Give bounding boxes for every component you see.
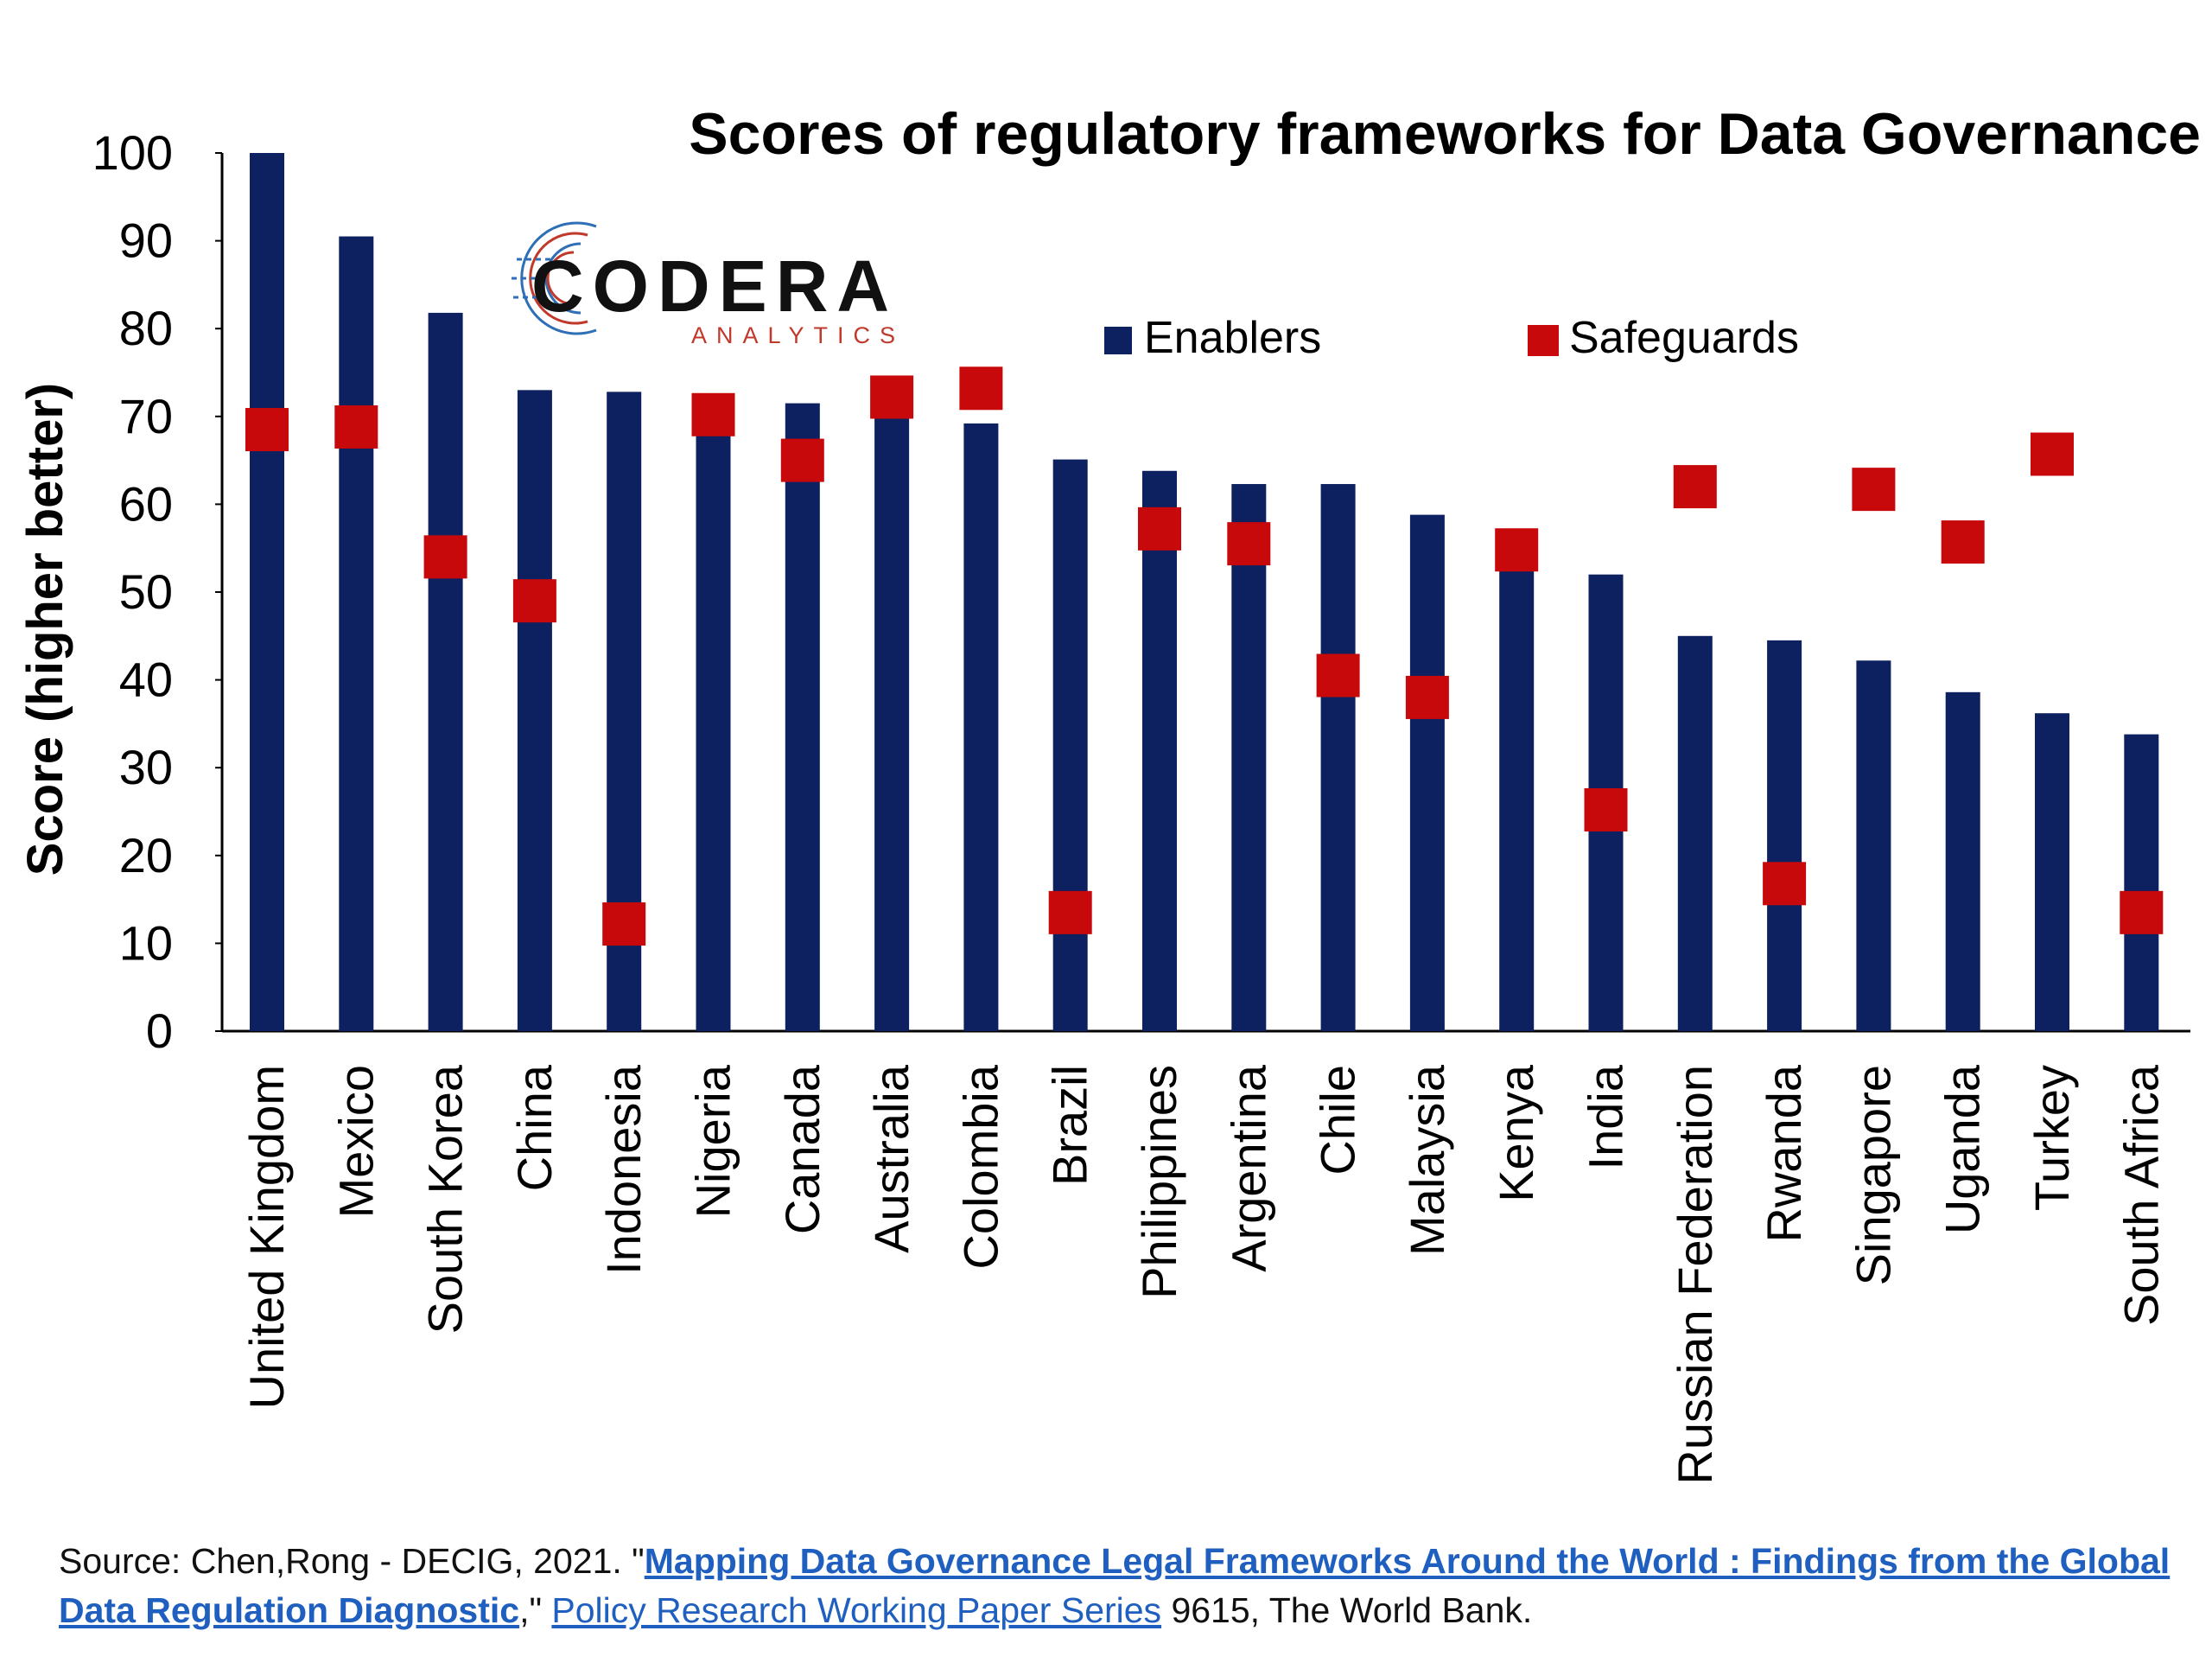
marker-safeguards [245, 408, 289, 452]
x-tick-label: Uganda [1936, 1064, 1990, 1234]
bar-enablers [785, 403, 820, 1031]
marker-safeguards [602, 902, 646, 946]
x-tick-label: Mexico [328, 1065, 383, 1218]
legend-label-enablers: Enablers [1144, 313, 1321, 363]
bar-enablers [428, 312, 463, 1031]
bar-enablers [1945, 691, 1980, 1031]
marker-safeguards [1405, 675, 1449, 719]
x-tick-label: Malaysia [1400, 1064, 1454, 1256]
x-tick-label: South Africa [2113, 1064, 2168, 1326]
source-suffix: 9615, The World Bank. [1161, 1590, 1533, 1630]
bar-enablers [1142, 470, 1177, 1031]
legend-swatch-enablers [1104, 327, 1132, 354]
y-tick-label: 60 [119, 476, 173, 531]
source-note: Source: Chen,Rong - DECIG, 2021. "Mappin… [59, 1537, 2184, 1635]
y-tick-label: 100 [92, 125, 173, 180]
y-tick-label: 90 [119, 213, 173, 268]
bar-enablers [1231, 484, 1267, 1031]
y-tick-label: 80 [119, 301, 173, 355]
bar-enablers [339, 236, 374, 1031]
legend-item-enablers: Enablers [1104, 313, 1321, 363]
source-series-link[interactable]: Policy Research Working Paper Series [551, 1590, 1162, 1630]
marker-safeguards [959, 366, 1003, 411]
legend-label-safeguards: Safeguards [1569, 313, 1799, 363]
x-tick-label: United Kingdom [239, 1065, 294, 1409]
bar-enablers [1677, 635, 1713, 1031]
x-tick-label: Singapore [1846, 1065, 1900, 1285]
y-tick-labels: 0 10 20 30 40 50 60 70 80 90 100 [92, 125, 222, 1058]
x-tick-label: Argentina [1221, 1064, 1275, 1272]
x-tick-label: Turkey [2024, 1065, 2079, 1211]
legend: Enablers Safeguards [1104, 313, 1799, 363]
x-tick-label: India [1579, 1064, 1633, 1169]
y-axis-label: Score (higher better) [17, 383, 73, 876]
y-tick-label: 30 [119, 740, 173, 794]
bar-enablers [1499, 565, 1535, 1031]
marker-safeguards [1941, 520, 1985, 564]
x-tick-label: Russian Federation [1668, 1065, 1722, 1485]
source-mid: ," [519, 1590, 552, 1630]
codera-logo: CODERA ANALYTICS [512, 221, 905, 348]
x-tick-label: Indonesia [596, 1064, 651, 1275]
marker-safeguards [1138, 506, 1181, 551]
enablers-bars [250, 153, 2159, 1032]
bar-enablers [1409, 514, 1445, 1031]
bar-enablers [2124, 734, 2159, 1031]
marker-safeguards [512, 579, 556, 623]
marker-safeguards [2120, 890, 2164, 934]
y-tick-label: 20 [119, 828, 173, 882]
x-tick-label: Nigeria [686, 1064, 741, 1218]
marker-safeguards [1048, 890, 1092, 934]
bar-enablers [963, 423, 999, 1032]
y-tick-label: 50 [119, 564, 173, 619]
marker-safeguards [1763, 862, 1807, 906]
x-tick-label: Brazil [1043, 1065, 1097, 1186]
x-tick-label: Philippines [1132, 1065, 1186, 1299]
x-tick-label: Australia [864, 1064, 918, 1253]
bar-enablers [1767, 640, 1802, 1031]
x-tick-label: Colombia [953, 1064, 1007, 1269]
marker-safeguards [334, 405, 378, 449]
bar-enablers [1320, 484, 1356, 1031]
x-tick-labels: United Kingdom Mexico South Korea China Indo… [239, 1064, 2168, 1484]
safeguards-markers [245, 366, 2164, 946]
source-paper-link[interactable]: Mapping Data Governance Legal Frameworks… [59, 1541, 2171, 1630]
legend-item-safeguards: Safeguards [1528, 313, 1799, 363]
marker-safeguards [1316, 653, 1360, 698]
chart-title: Scores of regulatory frameworks for Data… [689, 101, 2201, 167]
bar-enablers [874, 398, 910, 1032]
marker-safeguards [1673, 465, 1717, 509]
bar-enablers [2035, 713, 2069, 1031]
marker-safeguards [691, 392, 735, 436]
x-tick-label: South Korea [418, 1064, 473, 1334]
x-tick-label: China [507, 1064, 562, 1191]
bar-enablers [517, 390, 552, 1031]
logo-name: CODERA [531, 245, 898, 327]
marker-safeguards [1495, 528, 1539, 572]
marker-safeguards [423, 535, 467, 579]
y-tick-label: 40 [119, 653, 173, 707]
bar-enablers [1052, 459, 1088, 1031]
bar-enablers [696, 416, 731, 1031]
legend-swatch-safeguards [1528, 325, 1559, 356]
bar-enablers [1856, 660, 1891, 1031]
logo-subtitle: ANALYTICS [691, 322, 905, 348]
y-tick-label: 0 [146, 1003, 173, 1058]
x-tick-label: Kenya [1489, 1064, 1543, 1202]
marker-safeguards [2031, 432, 2074, 476]
marker-safeguards [1227, 522, 1271, 566]
bar-enablers [250, 153, 284, 1031]
x-tick-label: Rwanda [1757, 1064, 1811, 1242]
source-prefix: Source: Chen,Rong - DECIG, 2021. " [59, 1541, 645, 1581]
marker-safeguards [780, 438, 824, 482]
logo-swirl-icon [512, 221, 597, 335]
y-tick-label: 10 [119, 915, 173, 970]
x-tick-label: Chile [1311, 1065, 1365, 1175]
x-tick-label: Canada [775, 1064, 830, 1234]
marker-safeguards [1584, 787, 1628, 831]
y-tick-label: 70 [119, 389, 173, 443]
marker-safeguards [1852, 468, 1896, 512]
marker-safeguards [870, 375, 914, 419]
